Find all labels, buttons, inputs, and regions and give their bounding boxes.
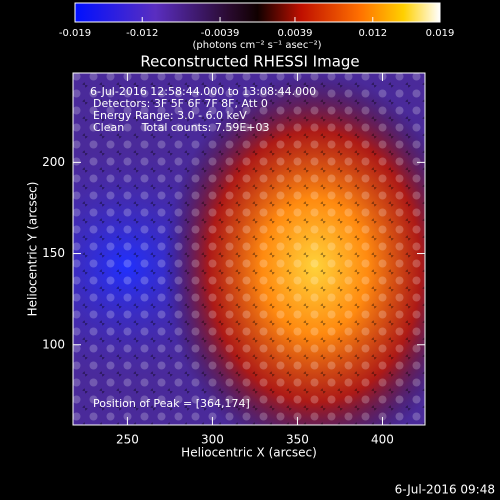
x-axis-label: Heliocentric X (arcsec) <box>181 446 317 460</box>
y-tick-label: 100 <box>42 337 65 351</box>
colorbar-tick-label: 0.012 <box>358 28 387 39</box>
annotation: Energy Range: 3.0 - 6.0 keV <box>93 109 247 122</box>
colorbar-tick-label: 0.019 <box>426 28 455 39</box>
colorbar-tick-label: -0.0039 <box>201 28 240 39</box>
y-tick-label: 150 <box>42 246 65 260</box>
colorbar-label: (photons cm⁻² s⁻¹ asec⁻²) <box>192 40 321 51</box>
peak-label: Position of Peak = [364,174] <box>93 397 250 410</box>
colorbar-axis: -0.019 -0.012 -0.0039 0.0039 0.012 0.019 <box>59 17 454 39</box>
plot-frame <box>72 72 426 426</box>
x-tick-label: 400 <box>371 433 394 447</box>
colorbar <box>74 2 441 23</box>
x-tick-label: 350 <box>286 433 309 447</box>
image <box>73 73 425 425</box>
colorbar-tick-label: 0.0039 <box>277 28 312 39</box>
colorbar-tick-label: -0.012 <box>126 28 158 39</box>
axes: 250 300 350 400 100 150 200 <box>42 73 425 447</box>
y-tick-label: 200 <box>42 155 65 169</box>
x-tick-label: 250 <box>116 433 139 447</box>
footer-date: 6-Jul-2016 09:48 <box>395 483 495 497</box>
y-axis-label: Heliocentric Y (arcsec) <box>26 182 40 317</box>
colorbar-tick-label: -0.019 <box>59 28 91 39</box>
annotation: 6-Jul-2016 12:58:44.000 to 13:08:44.000 <box>90 85 316 98</box>
chart-title: Reconstructed RHESSI Image <box>140 53 359 71</box>
annotation: Detectors: 3F 5F 6F 7F 8F, Att 0 <box>93 97 268 110</box>
annotation: Clean Total counts: 7.59E+03 <box>93 121 270 134</box>
x-tick-label: 300 <box>201 433 224 447</box>
